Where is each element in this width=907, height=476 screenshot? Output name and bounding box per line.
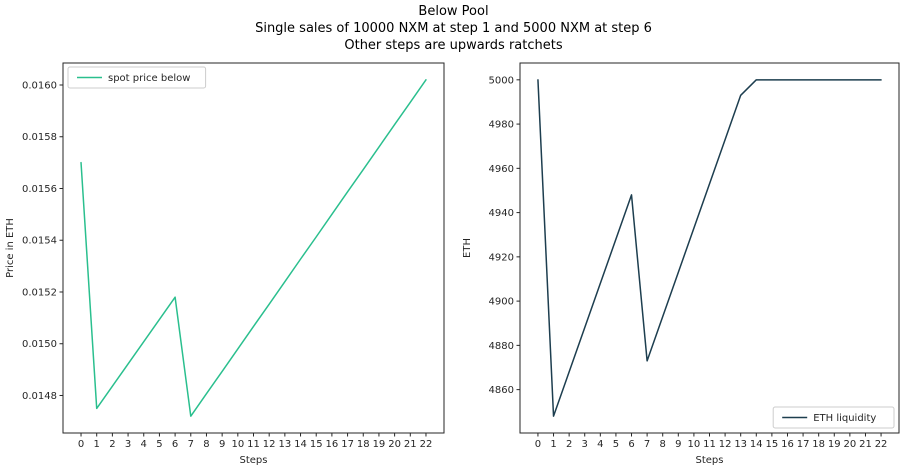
x-tick-label: 3: [125, 439, 131, 450]
x-tick-label: 17: [797, 439, 810, 450]
x-tick-label: 19: [373, 439, 386, 450]
legend-box: [772, 406, 895, 429]
legend: ETH liquidity: [772, 406, 895, 429]
x-tick-label: 6: [628, 439, 634, 450]
x-tick-label: 11: [703, 439, 716, 450]
x-tick-label: 9: [219, 439, 225, 450]
x-tick-label: 7: [644, 439, 650, 450]
x-tick-label: 4: [141, 439, 147, 450]
x-tick-label: 18: [812, 439, 825, 450]
x-tick-label: 5: [613, 439, 619, 450]
legend-box: [67, 66, 207, 89]
y-tick-label: 4960: [489, 164, 514, 175]
title-line-3: Other steps are upwards ratchets: [344, 38, 563, 53]
x-tick-label: 22: [420, 439, 433, 450]
legend: spot price below: [67, 66, 207, 89]
x-tick-label: 15: [766, 439, 779, 450]
y-tick-label: 0.0156: [22, 184, 57, 195]
y-axis-label: ETH: [462, 238, 473, 258]
y-axis-label: Price in ETH: [5, 218, 16, 278]
x-tick-label: 20: [388, 439, 401, 450]
y-tick-label: 4940: [489, 208, 514, 219]
plot-spines: [62, 62, 445, 434]
x-tick-label: 13: [734, 439, 747, 450]
x-tick-label: 8: [203, 439, 209, 450]
legend-label: spot price below: [108, 73, 190, 84]
x-tick-label: 8: [660, 439, 666, 450]
y-tick-label: 4980: [489, 120, 514, 131]
x-tick-label: 14: [750, 439, 763, 450]
y-tick-label: 5000: [489, 75, 514, 86]
plot-spines: [519, 62, 900, 434]
x-tick-label: 18: [357, 439, 370, 450]
figure-title: Below Pool Single sales of 10000 NXM at …: [0, 3, 907, 54]
x-tick-label: 13: [278, 439, 291, 450]
x-tick-label: 11: [247, 439, 260, 450]
ETH-liquidity-line: [537, 79, 882, 417]
x-tick-label: 7: [188, 439, 194, 450]
y-tick-label: 4900: [489, 297, 514, 308]
y-tick-label: 0.0148: [22, 391, 57, 402]
x-tick-label: 12: [719, 439, 732, 450]
y-tick-label: 0.0158: [22, 132, 57, 143]
x-tick-label: 20: [844, 439, 857, 450]
title-line-2: Single sales of 10000 NXM at step 1 and …: [255, 21, 652, 36]
y-tick-label: 4860: [489, 385, 514, 396]
x-tick-label: 1: [550, 439, 556, 450]
x-tick-label: 0: [78, 439, 84, 450]
x-tick-label: 12: [263, 439, 276, 450]
x-tick-label: 1: [94, 439, 100, 450]
x-tick-label: 21: [859, 439, 872, 450]
x-tick-label: 14: [294, 439, 307, 450]
x-tick-label: 4: [597, 439, 603, 450]
x-tick-label: 21: [404, 439, 417, 450]
x-tick-label: 16: [781, 439, 794, 450]
y-tick-label: 0.0160: [22, 80, 57, 91]
x-tick-label: 10: [231, 439, 244, 450]
x-tick-label: 10: [688, 439, 701, 450]
x-tick-label: 9: [675, 439, 681, 450]
x-tick-label: 3: [582, 439, 588, 450]
x-tick-label: 6: [172, 439, 178, 450]
title-line-1: Below Pool: [418, 4, 489, 19]
y-tick-label: 0.0154: [22, 236, 57, 247]
x-tick-label: 15: [310, 439, 323, 450]
x-tick-label: 22: [875, 439, 888, 450]
x-tick-label: 2: [566, 439, 572, 450]
legend-label: ETH liquidity: [813, 413, 876, 424]
x-tick-label: 2: [109, 439, 115, 450]
x-tick-label: 19: [828, 439, 841, 450]
y-tick-label: 4920: [489, 252, 514, 263]
x-axis-label: Steps: [696, 455, 724, 466]
spot-price-chart: 0.0148 0.0150 0.0152 0.0154 0.0156 0.0158 0.01…: [5, 62, 445, 466]
y-tick-label: 4880: [489, 341, 514, 352]
y-tick-label: 0.0150: [22, 339, 57, 350]
y-tick-label: 0.0152: [22, 287, 57, 298]
x-tick-label: 0: [535, 439, 541, 450]
x-tick-label: 5: [156, 439, 162, 450]
x-tick-label: 16: [326, 439, 339, 450]
x-axis-label: Steps: [240, 455, 268, 466]
spot-price-below-line: [80, 79, 427, 417]
x-tick-label: 17: [341, 439, 354, 450]
